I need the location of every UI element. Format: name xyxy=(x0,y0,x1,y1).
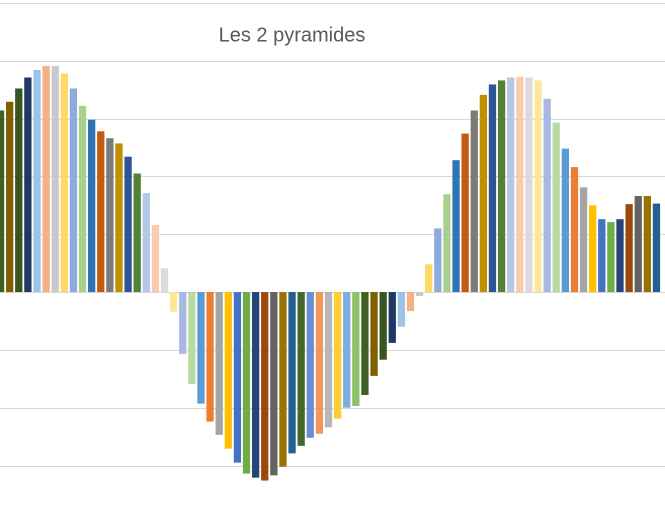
bar xyxy=(33,69,41,293)
bar xyxy=(607,222,615,293)
bar xyxy=(570,167,579,293)
bar xyxy=(42,65,50,293)
bar xyxy=(388,292,396,343)
bar xyxy=(315,292,324,434)
bar xyxy=(324,292,333,428)
bar xyxy=(589,205,597,293)
bar xyxy=(352,292,360,406)
bar xyxy=(516,76,524,293)
bar xyxy=(69,88,78,293)
bar xyxy=(343,292,351,408)
bar xyxy=(579,187,588,293)
bar xyxy=(142,193,150,293)
bar xyxy=(461,133,469,293)
bar xyxy=(643,196,651,293)
bar xyxy=(625,204,633,293)
bar xyxy=(279,292,287,467)
bar xyxy=(88,119,96,293)
bar xyxy=(488,84,497,293)
bar xyxy=(306,292,314,438)
bar xyxy=(270,292,278,476)
bar xyxy=(15,88,23,293)
bar xyxy=(51,65,59,293)
bar xyxy=(242,292,251,474)
bar xyxy=(288,292,296,454)
bar xyxy=(78,105,87,293)
bar xyxy=(151,224,160,293)
bar xyxy=(406,292,415,312)
bar xyxy=(379,292,387,360)
bar xyxy=(525,77,533,293)
bar xyxy=(543,98,551,293)
bar xyxy=(133,173,141,293)
bar xyxy=(188,292,196,384)
bar xyxy=(434,228,442,293)
bar xyxy=(652,203,661,293)
bar xyxy=(415,292,424,297)
bar xyxy=(552,122,560,293)
bar xyxy=(470,110,478,293)
bar xyxy=(124,156,132,293)
bar xyxy=(361,292,369,395)
bar xyxy=(561,148,569,293)
bar xyxy=(215,292,223,435)
chart-title: Les 2 pyramides xyxy=(219,24,366,46)
bar xyxy=(425,264,433,293)
bar xyxy=(197,292,205,404)
bar xyxy=(452,160,460,293)
bar xyxy=(497,80,506,293)
bar xyxy=(634,196,642,293)
bar xyxy=(6,101,14,293)
bar xyxy=(115,143,123,293)
bar xyxy=(179,292,187,354)
bar xyxy=(534,80,542,293)
bar xyxy=(443,194,451,293)
bar xyxy=(97,131,105,293)
bar xyxy=(224,292,232,449)
bar xyxy=(479,94,488,293)
bar xyxy=(206,292,214,422)
bar xyxy=(24,77,32,293)
bar xyxy=(333,292,342,419)
bar xyxy=(616,219,624,293)
bar xyxy=(297,292,305,446)
bar xyxy=(233,292,242,463)
bar xyxy=(60,73,68,293)
bar xyxy=(507,77,515,293)
bar xyxy=(598,219,606,293)
bar xyxy=(261,292,269,481)
bar xyxy=(0,110,5,293)
bar xyxy=(397,292,406,327)
bar xyxy=(251,292,260,478)
bar xyxy=(160,268,169,293)
bar xyxy=(370,292,378,376)
bar xyxy=(106,138,114,293)
bar xyxy=(169,292,178,312)
